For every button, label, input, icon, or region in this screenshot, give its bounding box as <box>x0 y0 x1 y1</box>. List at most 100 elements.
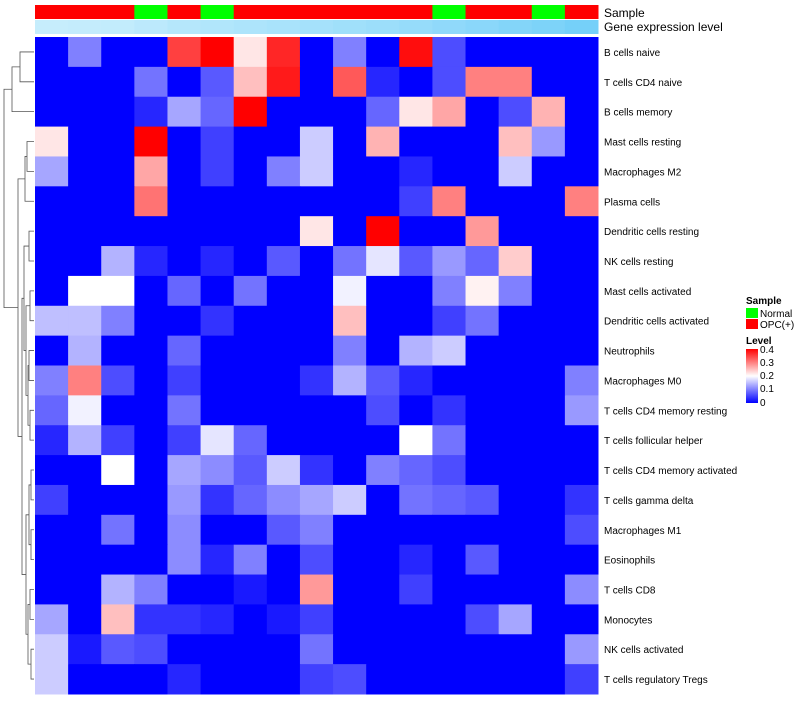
gene-annotation-cell <box>333 20 367 34</box>
heatmap-cell <box>531 604 566 635</box>
heatmap-cell <box>299 365 334 396</box>
heatmap-cell <box>200 96 235 128</box>
legend-opc-label: OPC(+) <box>760 320 794 331</box>
heatmap-cell <box>498 96 533 128</box>
sample-annotation-cell <box>266 5 301 19</box>
heatmap-cell <box>134 335 168 366</box>
heatmap-cell <box>167 514 202 546</box>
heatmap-cell <box>233 275 268 307</box>
heatmap-cell <box>399 66 433 98</box>
heatmap-cell <box>167 604 202 635</box>
heatmap-cell <box>68 37 102 68</box>
heatmap-cell <box>564 186 599 217</box>
heatmap-cell <box>299 186 334 217</box>
heatmap-cell <box>299 604 334 635</box>
heatmap-cell <box>531 455 566 486</box>
heatmap-cell <box>68 246 102 277</box>
heatmap-cell <box>531 305 566 337</box>
gene-annotation-cell <box>35 20 69 34</box>
heatmap-cell <box>134 126 168 157</box>
heatmap-cell <box>266 395 301 426</box>
heatmap-cell <box>200 66 235 98</box>
heatmap-cell <box>432 305 467 337</box>
heatmap-cell <box>465 275 500 307</box>
gene-annotation-cell <box>134 20 168 34</box>
heatmap-cell <box>399 514 433 546</box>
heatmap-cell <box>564 305 599 337</box>
row-label: T cells gamma delta <box>604 496 694 507</box>
heatmap-cell <box>498 66 533 98</box>
heatmap-cell <box>498 664 533 695</box>
heatmap-cell <box>333 96 367 128</box>
heatmap-cell <box>68 604 102 635</box>
heatmap-cell <box>101 365 135 396</box>
heatmap-cell <box>233 395 268 426</box>
row-label: B cells naive <box>604 48 661 59</box>
gene-annotation-cell <box>531 20 566 34</box>
heatmap-cell <box>498 514 533 546</box>
heatmap-cell <box>366 544 400 576</box>
heatmap-cell <box>432 574 467 605</box>
heatmap-cell <box>101 455 135 486</box>
heatmap-cell <box>134 305 168 337</box>
heatmap-cell <box>465 544 500 576</box>
heatmap-cell <box>531 66 566 98</box>
heatmap-cell <box>233 634 268 665</box>
heatmap-cell <box>233 305 268 337</box>
heatmap-cell <box>333 634 367 665</box>
heatmap-cell <box>465 514 500 546</box>
dendrogram-branch <box>30 469 34 501</box>
heatmap-cell <box>333 664 367 695</box>
heatmap-cell <box>167 455 202 486</box>
heatmap-cell <box>531 246 566 277</box>
heatmap-cell <box>200 335 235 366</box>
dendrogram-branch <box>25 514 29 635</box>
heatmap-cell <box>399 305 433 337</box>
heatmap-cell <box>233 455 268 486</box>
row-label: Neutrophils <box>604 347 655 358</box>
heatmap-cell <box>531 216 566 247</box>
heatmap-cell <box>233 574 268 605</box>
heatmap-cell <box>35 186 69 217</box>
dendrogram-branch <box>27 604 31 665</box>
gene-track-label: Gene expression level <box>604 20 723 34</box>
legend-level-ticks: 0.4 0.3 0.2 0.1 0 <box>760 345 774 409</box>
heatmap-cell <box>101 395 135 426</box>
heatmap-cell <box>531 514 566 546</box>
heatmap-cell <box>432 544 467 576</box>
heatmap-cell <box>68 126 102 157</box>
heatmap-cell <box>333 275 367 307</box>
row-dendrogram <box>3 51 34 680</box>
row-label: T cells follicular helper <box>604 436 703 447</box>
row-label: Macrophages M0 <box>604 376 682 387</box>
heatmap-cell <box>432 484 467 516</box>
heatmap-cell <box>35 365 69 396</box>
heatmap-cell <box>366 514 400 546</box>
heatmap-cell <box>233 186 268 217</box>
heatmap-cell <box>266 275 301 307</box>
heatmap-cell <box>465 455 500 486</box>
heatmap-cell <box>35 604 69 635</box>
heatmap-cell <box>200 37 235 68</box>
heatmap-cell <box>498 484 533 516</box>
heatmap-cells <box>35 37 599 695</box>
row-label: NK cells activated <box>604 645 683 656</box>
heatmap-cell <box>68 305 102 337</box>
heatmap-cell <box>564 574 599 605</box>
heatmap-cell <box>432 37 467 68</box>
heatmap-cell <box>299 484 334 516</box>
heatmap-cell <box>266 335 301 366</box>
heatmap-cell <box>299 664 334 695</box>
heatmap-cell <box>266 216 301 247</box>
heatmap-cell <box>498 305 533 337</box>
sample-annotation-cell <box>531 5 566 19</box>
heatmap-cell <box>465 96 500 128</box>
heatmap-cell <box>399 574 433 605</box>
heatmap-cell <box>200 365 235 396</box>
heatmap-cell <box>564 484 599 516</box>
heatmap-cell <box>134 514 168 546</box>
heatmap-cell <box>531 96 566 128</box>
heatmap-cell <box>366 604 400 635</box>
heatmap-cell <box>299 425 334 456</box>
